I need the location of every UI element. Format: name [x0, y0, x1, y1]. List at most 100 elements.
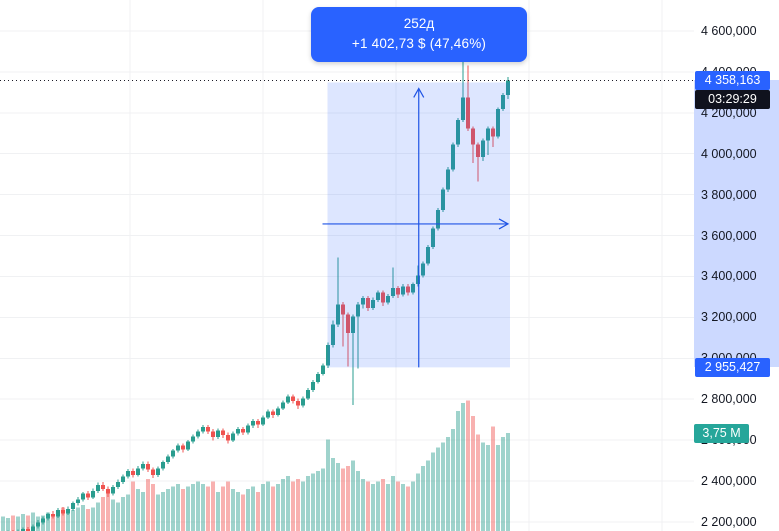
candle-wick [462, 61, 464, 123]
candle-body [166, 456, 170, 463]
volume-bar [436, 447, 440, 531]
volume-bar [491, 426, 495, 531]
volume-bar [321, 468, 325, 531]
volume-bar [401, 484, 405, 531]
volume-bar [86, 508, 90, 531]
volume-bar [236, 491, 240, 531]
volume-bar [461, 403, 465, 531]
candle-wick [337, 257, 339, 328]
volume-bar [211, 481, 215, 531]
volume-bar [1, 516, 5, 531]
volume-bar [496, 444, 500, 531]
volume-bar [31, 512, 35, 531]
price-axis-label: 4 600,000 [701, 24, 757, 38]
candle-body [186, 441, 190, 450]
candle-body [451, 144, 455, 170]
volume-bar [451, 429, 455, 531]
volume-bar [171, 486, 175, 531]
price-axis-label: 2 400,000 [701, 473, 757, 488]
price-axis-label: 4 200,000 [701, 105, 757, 120]
candle-body [326, 345, 330, 366]
candle-body [61, 510, 65, 514]
candle-body [76, 499, 80, 504]
price-axis-label: 3 200,000 [701, 310, 757, 325]
volume-bar [346, 465, 350, 531]
volume-bar [466, 400, 470, 531]
candle-body [146, 463, 150, 470]
candle-body [356, 304, 360, 317]
price-axis-label: 3 800,000 [701, 187, 757, 202]
candle-body [416, 275, 420, 285]
volume-bar [81, 504, 85, 531]
candle-body [406, 286, 410, 293]
candle-body [361, 298, 365, 305]
volume-bar [276, 484, 280, 531]
volume-bar [26, 515, 30, 531]
volume-bar [431, 452, 435, 531]
price-axis-label: 2 200,000 [701, 514, 757, 529]
volume-bar [56, 510, 60, 531]
bar-countdown-tag: 03:29:29 [695, 89, 770, 109]
volume-bar [261, 484, 265, 531]
volume-bar [206, 486, 210, 531]
volume-bar [221, 486, 225, 531]
candle-body [286, 396, 290, 403]
candle-body [371, 299, 375, 308]
candle-body [176, 445, 180, 451]
candle-body [266, 411, 270, 418]
volume-bar [71, 510, 75, 531]
candle-body [26, 529, 30, 531]
candle-body [411, 284, 415, 293]
candle-body [161, 462, 165, 469]
volume-bar [471, 416, 475, 531]
candle-body [216, 430, 220, 437]
candle-body [351, 316, 355, 333]
volume-bar [186, 486, 190, 531]
candle-body [56, 510, 60, 517]
candle-body [291, 396, 295, 401]
candle-body [71, 503, 75, 509]
candle-wick [487, 126, 489, 155]
volume-bar [351, 460, 355, 531]
candle-body [476, 144, 480, 157]
candle-body [346, 314, 350, 333]
volume-bar [266, 481, 270, 531]
candle-body [421, 263, 425, 276]
measure-duration-label: 252д [403, 16, 435, 31]
volume-bar [6, 517, 10, 531]
candle-body [241, 429, 245, 433]
volume-bar [396, 481, 400, 531]
measure-tool-tooltip[interactable]: 252д +1 402,73 $ (47,46%) [311, 7, 527, 62]
volume-bar [371, 484, 375, 531]
candle-body [316, 373, 320, 382]
candle-wick [392, 267, 394, 299]
candle-body [256, 420, 260, 425]
candle-body [181, 445, 185, 450]
volume-bar [271, 486, 275, 531]
volume-bar [196, 481, 200, 531]
measure-axis-highlight [694, 80, 779, 368]
volume-bar [326, 439, 330, 531]
candle-body [281, 402, 285, 409]
volume-bar [146, 478, 150, 531]
volume-bar [416, 473, 420, 531]
candle-body [471, 128, 475, 145]
volume-bar [481, 442, 485, 531]
candle-body [21, 529, 25, 531]
volume-bar [46, 512, 50, 531]
candle-body [31, 526, 35, 531]
candle-body [136, 468, 140, 475]
candle-body [301, 398, 305, 406]
volume-bar [376, 481, 380, 531]
candle-body [141, 463, 145, 469]
volume-bar [421, 465, 425, 531]
candle-wick [347, 312, 349, 367]
volume-bar [111, 499, 115, 531]
volume-bar [51, 514, 55, 531]
candle-body [491, 128, 495, 137]
candle-body [46, 514, 50, 519]
volume-bar [391, 476, 395, 531]
volume-bar [76, 507, 80, 531]
